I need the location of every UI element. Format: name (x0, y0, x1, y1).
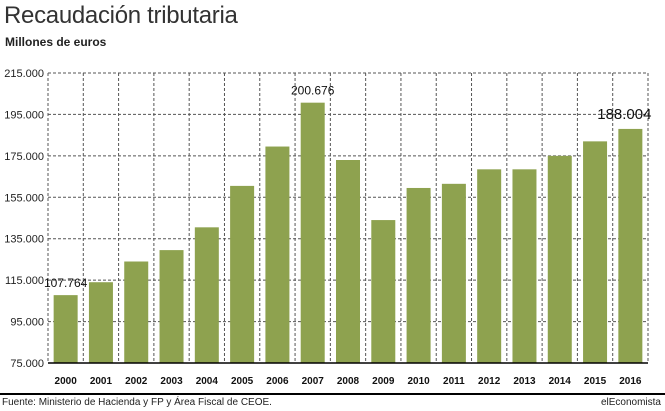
bar-2016 (618, 128, 643, 363)
x-tick-label: 2004 (196, 376, 219, 387)
x-tick-label: 2009 (372, 376, 395, 387)
source-note: Fuente: Ministerio de Hacienda y FP y Ár… (2, 397, 272, 408)
chart-title: Recaudación tributaria (4, 2, 238, 29)
bar-2001 (88, 282, 113, 363)
bar-2000 (53, 295, 78, 363)
y-tick-label: 115.000 (5, 275, 44, 287)
x-tick-label: 2003 (160, 376, 183, 387)
x-tick-label: 2007 (302, 376, 325, 387)
bar-2007 (300, 102, 325, 363)
bar-2002 (124, 261, 149, 363)
bar-2013 (512, 169, 537, 363)
y-tick-label: 195.000 (4, 109, 44, 121)
y-tick-label: 215.000 (4, 68, 44, 80)
x-tick-label: 2012 (478, 376, 501, 387)
y-tick-label: 75.000 (10, 358, 44, 370)
chart-subtitle: Millones de euros (5, 35, 107, 49)
bar-2003 (159, 250, 184, 363)
data-label: 107.764 (44, 276, 88, 290)
x-tick-label: 2000 (55, 376, 78, 387)
bar-2011 (441, 183, 466, 363)
bar-2006 (265, 146, 290, 363)
bar-2005 (230, 185, 255, 363)
data-label: 200.676 (291, 84, 335, 98)
footer-divider (0, 393, 665, 395)
x-tick-label: 2013 (513, 376, 536, 387)
y-tick-label: 95.000 (10, 317, 44, 329)
x-tick-label: 2001 (90, 376, 113, 387)
data-label: 188.004 (597, 106, 651, 123)
bar-2009 (371, 220, 396, 363)
bar-2012 (477, 169, 502, 363)
bar-2015 (583, 141, 608, 363)
x-tick-label: 2008 (337, 376, 360, 387)
x-tick-label: 2002 (125, 376, 148, 387)
bar-2008 (336, 160, 360, 363)
bar-chart: 75.000 95.000 115.000 135.000 155.000 175.000… (4, 68, 651, 387)
x-tick-label: 2006 (266, 376, 289, 387)
x-tick-label: 2015 (584, 376, 607, 387)
x-tick-label: 2005 (231, 376, 254, 387)
y-tick-label: 155.000 (4, 192, 44, 204)
bar-2004 (194, 227, 219, 363)
x-tick-label: 2014 (549, 376, 572, 387)
y-tick-label: 175.000 (4, 151, 44, 163)
x-tick-label: 2011 (443, 376, 465, 387)
publisher-credit: elEconomista (600, 397, 661, 408)
bar-2010 (406, 187, 431, 363)
x-tick-label: 2010 (407, 376, 430, 387)
x-tick-label: 2016 (619, 376, 642, 387)
y-tick-label: 135.000 (4, 234, 44, 246)
bar-2014 (547, 155, 572, 363)
